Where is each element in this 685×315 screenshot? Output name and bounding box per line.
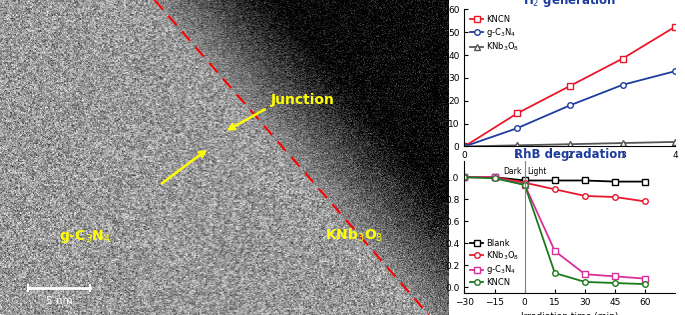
Blank bbox=[581, 179, 589, 182]
KNCN bbox=[611, 281, 619, 285]
KNCN bbox=[581, 280, 589, 284]
g-C$_3$N$_4$ bbox=[641, 277, 649, 280]
Legend: KNCN, g-C$_3$N$_4$, KNb$_3$O$_8$: KNCN, g-C$_3$N$_4$, KNb$_3$O$_8$ bbox=[469, 14, 521, 55]
KNb$_3$O$_8$ bbox=[619, 141, 627, 145]
KNb$_3$O$_8$ bbox=[611, 195, 619, 199]
Text: g-C$_3$N$_4$: g-C$_3$N$_4$ bbox=[59, 228, 111, 245]
g-C$_3$N$_4$ bbox=[460, 175, 469, 179]
Blank bbox=[490, 175, 499, 179]
Y-axis label: H$_2$ evolution (μmol): H$_2$ evolution (μmol) bbox=[429, 33, 443, 123]
g-C$_3$N$_4$ bbox=[671, 69, 680, 73]
g-C$_3$N$_4$ bbox=[521, 183, 529, 187]
g-C$_3$N$_4$ bbox=[566, 103, 574, 107]
Line: g-C$_3$N$_4$: g-C$_3$N$_4$ bbox=[462, 68, 678, 149]
KNb$_3$O$_8$ bbox=[513, 143, 521, 147]
Line: g-C$_3$N$_4$: g-C$_3$N$_4$ bbox=[462, 175, 648, 281]
Line: Blank: Blank bbox=[462, 175, 648, 184]
KNCN bbox=[513, 112, 521, 115]
Blank bbox=[460, 175, 469, 179]
KNCN bbox=[619, 57, 627, 60]
KNb$_3$O$_8$ bbox=[671, 140, 680, 144]
Text: Light: Light bbox=[527, 167, 547, 176]
Line: KNb$_3$O$_8$: KNb$_3$O$_8$ bbox=[462, 139, 678, 149]
Blank bbox=[641, 180, 649, 183]
X-axis label: Irradiation time (min): Irradiation time (min) bbox=[521, 312, 619, 315]
Blank bbox=[521, 179, 529, 182]
Text: Junction: Junction bbox=[271, 93, 335, 107]
Text: KNb$_3$O$_8$: KNb$_3$O$_8$ bbox=[325, 227, 383, 244]
Blank bbox=[611, 180, 619, 183]
g-C$_3$N$_4$ bbox=[490, 175, 499, 179]
KNb$_3$O$_8$ bbox=[551, 187, 559, 191]
Blank bbox=[551, 179, 559, 182]
KNCN bbox=[460, 145, 469, 148]
g-C$_3$N$_4$ bbox=[619, 83, 627, 87]
KNCN bbox=[566, 84, 574, 88]
KNb$_3$O$_8$ bbox=[490, 175, 499, 179]
Line: KNb$_3$O$_8$: KNb$_3$O$_8$ bbox=[462, 175, 648, 204]
Legend: Blank, KNb$_3$O$_8$, g-C$_3$N$_4$, KNCN: Blank, KNb$_3$O$_8$, g-C$_3$N$_4$, KNCN bbox=[469, 237, 521, 289]
Text: Dark: Dark bbox=[503, 167, 522, 176]
g-C$_3$N$_4$ bbox=[460, 145, 469, 148]
Y-axis label: C/C$_0$: C/C$_0$ bbox=[427, 216, 440, 238]
KNCN bbox=[671, 25, 680, 28]
g-C$_3$N$_4$ bbox=[551, 249, 559, 253]
KNb$_3$O$_8$ bbox=[566, 142, 574, 146]
Title: H$_2$ generation: H$_2$ generation bbox=[523, 0, 616, 9]
KNCN bbox=[490, 176, 499, 180]
g-C$_3$N$_4$ bbox=[581, 272, 589, 276]
KNb$_3$O$_8$ bbox=[581, 194, 589, 198]
KNCN bbox=[521, 183, 529, 187]
Line: KNCN: KNCN bbox=[462, 175, 648, 287]
KNb$_3$O$_8$ bbox=[460, 175, 469, 179]
Text: 5 nm: 5 nm bbox=[45, 296, 72, 306]
g-C$_3$N$_4$ bbox=[513, 126, 521, 130]
Title: RhB degradation: RhB degradation bbox=[514, 148, 625, 161]
KNCN bbox=[460, 175, 469, 179]
X-axis label: Irradiation time (h): Irradiation time (h) bbox=[527, 166, 613, 175]
Line: KNCN: KNCN bbox=[462, 24, 678, 149]
KNCN bbox=[551, 271, 559, 275]
KNb$_3$O$_8$ bbox=[521, 181, 529, 185]
g-C$_3$N$_4$ bbox=[611, 274, 619, 278]
KNCN bbox=[641, 282, 649, 286]
KNb$_3$O$_8$ bbox=[641, 200, 649, 203]
KNb$_3$O$_8$ bbox=[460, 145, 469, 148]
